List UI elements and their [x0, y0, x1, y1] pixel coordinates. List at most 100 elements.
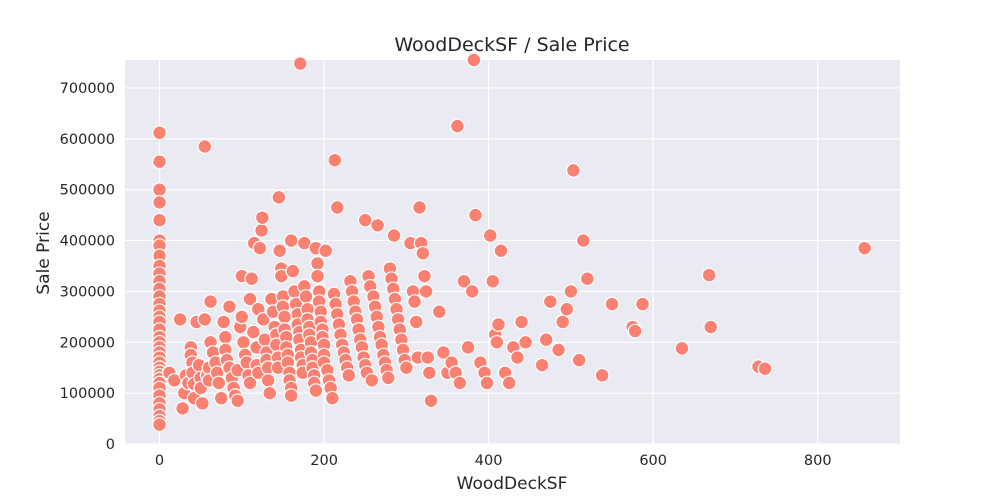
data-point [222, 299, 237, 315]
data-point [449, 118, 465, 134]
data-point [594, 367, 610, 383]
data-point [329, 200, 345, 215]
data-point [551, 342, 566, 358]
x-axis-ticks: 0 200 400 600 800 [155, 453, 832, 469]
data-point [493, 243, 509, 259]
x-tick-label: 800 [804, 453, 832, 469]
data-point [272, 243, 288, 259]
data-point [211, 375, 227, 391]
data-point [203, 294, 218, 309]
x-tick-label: 600 [639, 453, 667, 469]
data-point [542, 294, 558, 309]
data-point [298, 289, 314, 304]
data-point [420, 350, 436, 365]
data-point [422, 365, 437, 381]
data-point [538, 332, 554, 348]
x-tick-label: 0 [155, 453, 164, 469]
data-point [571, 352, 587, 368]
data-point [575, 233, 591, 248]
data-point [152, 212, 167, 228]
data-point [579, 271, 595, 287]
data-point [555, 314, 571, 330]
data-point [236, 334, 251, 350]
data-point [423, 393, 439, 409]
data-point [152, 182, 167, 198]
data-point [242, 375, 258, 391]
data-point [152, 125, 167, 141]
x-tick-label: 200 [310, 453, 338, 469]
y-tick-label: 700000 [60, 81, 115, 97]
data-point [308, 383, 324, 398]
data-point [217, 329, 233, 345]
data-point [417, 268, 432, 284]
data-point [491, 317, 506, 332]
data-point [489, 334, 505, 350]
data-point [310, 268, 325, 284]
data-point [324, 390, 340, 406]
data-point [635, 296, 650, 312]
data-point [285, 263, 301, 279]
data-point [245, 324, 261, 340]
data-point [357, 212, 373, 228]
data-point [277, 309, 293, 325]
data-point [398, 360, 414, 376]
data-point [757, 361, 773, 377]
data-point [407, 294, 422, 309]
data-point [341, 367, 357, 383]
data-point [701, 267, 717, 283]
data-point [415, 245, 431, 261]
data-point [565, 162, 581, 178]
data-point [510, 350, 525, 365]
data-point [283, 233, 299, 248]
data-point [364, 373, 380, 388]
data-point [857, 240, 873, 256]
data-point [213, 390, 229, 406]
data-point [468, 207, 483, 223]
chart-title: WoodDeckSF / Sale Price [394, 34, 629, 56]
y-tick-label: 400000 [60, 234, 115, 250]
data-point [327, 152, 343, 168]
y-tick-label: 500000 [60, 183, 115, 199]
data-point [563, 284, 579, 299]
x-axis-label: WoodDeckSF [457, 474, 568, 494]
data-point [386, 228, 402, 243]
data-points [152, 52, 873, 433]
data-point [254, 210, 270, 226]
data-point [255, 311, 271, 327]
data-point [318, 243, 334, 259]
y-tick-label: 200000 [60, 335, 115, 351]
data-point [310, 256, 325, 271]
data-point [152, 195, 167, 210]
data-point [435, 345, 451, 360]
y-tick-label: 100000 [60, 386, 115, 402]
data-point [627, 323, 643, 339]
data-point [197, 139, 213, 154]
data-point [283, 388, 299, 404]
data-point [230, 393, 246, 409]
data-point [252, 240, 268, 256]
data-point [216, 314, 232, 330]
data-point [260, 373, 276, 388]
data-point [460, 339, 476, 355]
data-point [254, 222, 269, 238]
y-tick-label: 300000 [60, 284, 115, 300]
data-point [514, 314, 529, 330]
x-tick-label: 400 [475, 453, 503, 469]
data-point [370, 217, 385, 233]
data-point [292, 56, 308, 71]
data-point [703, 319, 719, 335]
data-point [175, 400, 190, 416]
data-point [482, 228, 498, 243]
data-point [271, 189, 287, 205]
data-point [152, 154, 167, 170]
data-point [431, 304, 447, 320]
data-point [152, 417, 167, 433]
data-point [380, 370, 396, 386]
data-point [194, 395, 210, 411]
data-point [456, 273, 472, 289]
data-point [501, 375, 517, 391]
data-point [534, 357, 550, 373]
data-point [559, 301, 575, 317]
y-tick-label: 0 [106, 437, 115, 453]
